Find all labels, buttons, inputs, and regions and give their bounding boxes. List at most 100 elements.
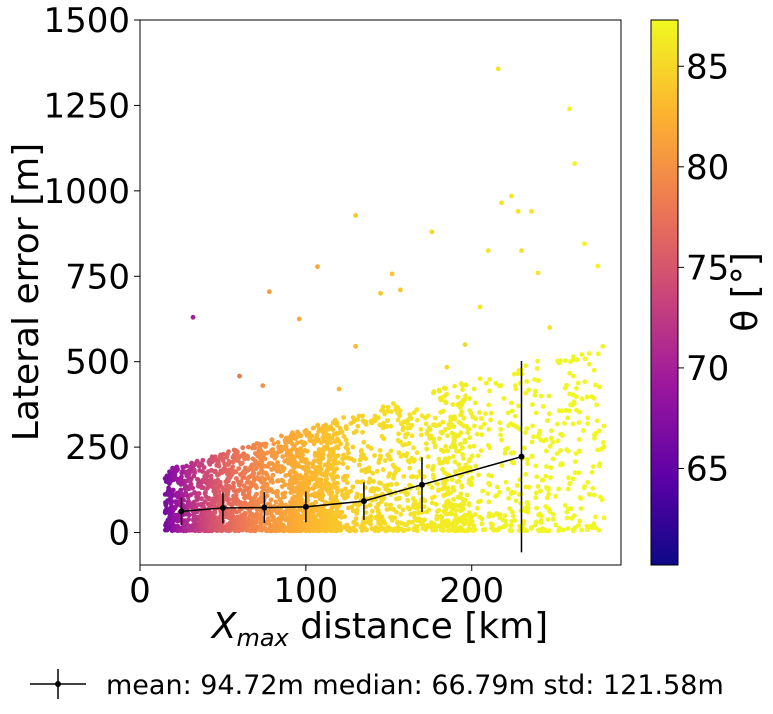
scatter-point — [536, 528, 542, 534]
scatter-point — [417, 469, 423, 474]
scatter-point — [212, 519, 218, 525]
scatter-point — [585, 527, 590, 533]
scatter-point — [308, 515, 313, 521]
scatter-point — [323, 478, 329, 483]
scatter-point — [398, 512, 404, 517]
scatter-point — [561, 527, 566, 533]
scatter-point — [459, 466, 464, 472]
scatter-point — [214, 528, 220, 533]
scatter-point — [334, 486, 340, 492]
scatter-point — [319, 487, 325, 493]
scatter-point — [270, 517, 276, 523]
scatter-point — [297, 480, 303, 486]
scatter-point — [594, 402, 599, 408]
scatter-point — [186, 524, 192, 529]
scatter-point — [221, 466, 227, 472]
scatter-point — [276, 478, 281, 484]
scatter-point — [163, 508, 168, 514]
scatter-point — [311, 425, 317, 431]
scatter-point — [430, 390, 436, 396]
scatter-point — [278, 519, 283, 525]
scatter-point — [515, 208, 521, 214]
scatter-point — [363, 469, 368, 475]
scatter-point — [294, 502, 299, 508]
scatter-point — [181, 465, 187, 470]
scatter-point — [600, 440, 606, 445]
scatter-point — [386, 488, 392, 494]
scatter-point — [344, 480, 350, 486]
scatter-point — [316, 459, 322, 465]
scatter-point — [505, 486, 511, 492]
scatter-point — [467, 444, 472, 450]
scatter-point — [509, 400, 514, 406]
scatter-point — [285, 524, 291, 530]
scatter-point — [242, 512, 248, 518]
scatter-point — [314, 465, 320, 470]
scatter-point — [565, 526, 571, 531]
scatter-point — [389, 482, 394, 487]
scatter-point — [273, 466, 278, 472]
scatter-point — [328, 522, 334, 528]
scatter-point — [432, 415, 438, 421]
scatter-point — [593, 382, 598, 388]
scatter-point — [309, 477, 315, 482]
scatter-point — [523, 430, 528, 435]
scatter-point — [463, 393, 468, 399]
scatter-point — [423, 527, 428, 532]
scatter-point — [539, 477, 545, 483]
scatter-point — [355, 417, 360, 422]
scatter-point — [289, 462, 295, 467]
mean-point — [178, 508, 185, 515]
scatter-point — [348, 421, 354, 426]
scatter-point — [206, 514, 211, 519]
mean-point — [418, 481, 425, 488]
scatter-point — [388, 456, 393, 462]
y-tick-label: 1250 — [43, 86, 130, 126]
scatter-point — [210, 499, 216, 505]
scatter-point — [284, 439, 290, 445]
scatter-point — [574, 385, 579, 391]
scatter-points — [162, 66, 607, 534]
scatter-point — [220, 458, 226, 463]
scatter-point — [481, 421, 487, 427]
scatter-point — [306, 520, 312, 526]
scatter-point — [323, 521, 329, 527]
scatter-point — [333, 494, 339, 499]
scatter-point — [323, 527, 329, 533]
scatter-point — [555, 421, 560, 427]
scatter-point — [425, 523, 431, 528]
scatter-point — [593, 514, 598, 520]
scatter-point — [449, 477, 455, 482]
scatter-point — [330, 475, 336, 481]
scatter-point — [510, 513, 516, 519]
scatter-point — [275, 489, 280, 494]
scatter-point — [425, 454, 431, 460]
scatter-point — [394, 496, 399, 502]
scatter-point — [451, 497, 456, 502]
scatter-point — [303, 528, 309, 533]
scatter-point — [256, 476, 262, 481]
scatter-point — [563, 408, 568, 413]
scatter-point — [192, 490, 197, 495]
scatter-point — [306, 431, 312, 437]
scatter-point — [513, 386, 519, 392]
scatter-point — [239, 460, 245, 466]
scatter-point — [212, 457, 218, 463]
scatter-point — [248, 464, 254, 470]
scatter-point — [486, 499, 492, 505]
scatter-point — [445, 448, 450, 454]
scatter-point — [200, 457, 206, 463]
scatter-point — [573, 451, 579, 456]
scatter-point — [197, 468, 202, 473]
scatter-point — [376, 487, 381, 492]
scatter-point — [411, 458, 417, 464]
scatter-point — [295, 485, 300, 491]
scatter-point — [377, 457, 382, 463]
scatter-point — [556, 486, 561, 492]
scatter-point — [203, 524, 209, 529]
scatter-point — [266, 289, 272, 295]
scatter-point — [339, 509, 345, 515]
scatter-point — [524, 426, 530, 431]
scatter-point — [457, 473, 463, 479]
scatter-point — [331, 450, 336, 456]
